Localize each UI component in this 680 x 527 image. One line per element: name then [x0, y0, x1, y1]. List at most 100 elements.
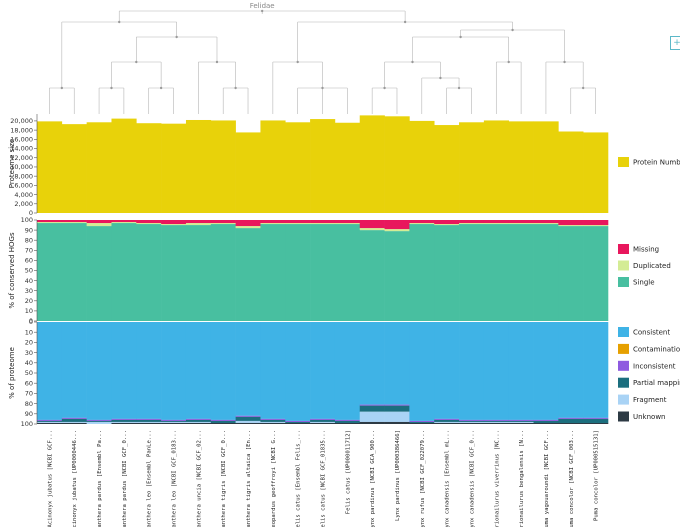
tree-node: [110, 86, 113, 90]
duplicated-bar: [384, 229, 410, 232]
consistent-bar: [37, 322, 63, 420]
proteome-size-panel: 02,0004,0006,0008,00010,00012,00014,0001…: [8, 114, 609, 217]
species-labels: Acinonyx jubatus [NCBI GCF... Acinonyx ju…: [47, 430, 599, 527]
y-tick-label: 20: [25, 339, 33, 347]
inconsistent-bar: [359, 404, 385, 406]
tree-node: [135, 60, 138, 64]
single-bar: [583, 226, 609, 321]
consistent-bar: [533, 322, 559, 420]
consistent-bar: [136, 322, 162, 419]
species-label: Lynx pardinus [NCBI GCA_900...: [370, 430, 376, 527]
fragment-bar: [37, 421, 63, 423]
consistent-bar: [583, 322, 609, 418]
consistent-bar: [161, 322, 187, 420]
consistent-bar: [384, 322, 410, 405]
tree-node: [60, 86, 64, 90]
protein-number-bar: [37, 121, 63, 213]
y-tick-label: 90: [25, 410, 33, 418]
protein-number-bar: [459, 122, 485, 213]
partial-mapping-bar: [136, 419, 162, 422]
partial-mapping-bar: [260, 419, 286, 422]
legend-swatch: [618, 260, 629, 271]
inconsistent-bar: [583, 417, 609, 419]
single-bar: [459, 224, 485, 321]
protein-number-bar: [235, 132, 261, 213]
fragment-bar: [61, 421, 87, 423]
unknown-bar: [459, 422, 485, 424]
consistent-bar: [86, 322, 112, 420]
partial-mapping-bar: [483, 420, 509, 422]
missing-bar: [185, 220, 212, 224]
partial-mapping-bar: [508, 420, 534, 422]
inconsistent-bar: [136, 418, 162, 420]
legend-label: Fragment: [633, 396, 667, 404]
partial-mapping-bar: [558, 418, 584, 423]
duplicated-bar: [359, 228, 385, 231]
species-label: Acinonyx jubatus [UP0000446...: [72, 430, 78, 527]
missing-bar: [459, 220, 485, 224]
species-label: Prionailurus viverrinus [NC...: [494, 430, 500, 527]
tree-node: [457, 86, 461, 90]
unknown-bar: [136, 422, 162, 424]
duplicated-bar: [434, 224, 460, 226]
single-bar: [558, 226, 584, 321]
legend-label: Inconsistent: [633, 362, 676, 370]
species-label: Leopardus geoffroyi [NCBI G...: [271, 430, 277, 527]
fragment-bar: [161, 421, 187, 423]
y-tick-label: 0: [29, 317, 33, 325]
inconsistent-bar: [483, 419, 509, 421]
y-tick-label: 16,000: [10, 136, 33, 144]
consistent-bar: [459, 322, 485, 420]
y-tick-label: 30: [25, 349, 33, 357]
y-tick-label: 4,000: [14, 191, 33, 199]
consistent-bar: [434, 322, 460, 419]
partial-mapping-bar: [185, 419, 212, 422]
species-label: Panthera uncia [NCBI GCF_02...: [196, 430, 202, 527]
inconsistent-bar: [185, 418, 212, 420]
missing-bar: [334, 220, 361, 224]
partial-mapping-bar: [359, 405, 385, 412]
partial-mapping-bar: [583, 418, 609, 423]
duplicated-bar: [210, 223, 236, 225]
inconsistent-bar: [235, 415, 261, 417]
duplicated-bar: [483, 223, 509, 225]
missing-bar: [434, 220, 460, 225]
inconsistent-bar: [260, 418, 286, 420]
single-bar: [533, 224, 559, 321]
duplicated-bar: [334, 223, 361, 225]
legend-label: Contamination: [633, 345, 680, 353]
y-tick-label: 10: [25, 307, 33, 315]
single-bar: [508, 224, 534, 321]
y-tick-label: 8,000: [14, 172, 33, 180]
missing-bar: [86, 220, 112, 224]
proteome-composition-panel: 0 10 20 30 40 50 60 70 80 90 100 % of proteome: [8, 318, 609, 428]
species-label: Panthera pardus [Ensembl Pa...: [97, 430, 103, 527]
y-tick-label: 2,000: [14, 200, 33, 208]
y-tick-label: 20,000: [10, 117, 33, 125]
expand-icon[interactable]: +: [670, 36, 680, 50]
missing-bar: [409, 220, 435, 224]
single-bar: [384, 231, 410, 321]
partial-mapping-bar: [409, 421, 435, 423]
missing-bar: [558, 220, 584, 226]
y-tick-label: 0: [29, 318, 33, 326]
partial-mapping-bar: [310, 419, 336, 422]
single-bar: [136, 224, 162, 321]
single-bar: [161, 225, 187, 321]
species-label: Panthera tigris [NCBI GCF_0...: [221, 430, 227, 527]
tree-node: [321, 86, 324, 90]
species-label: Puma yagouaroundi [NCBI GCF...: [544, 430, 550, 527]
duplicated-bar: [161, 224, 187, 226]
consistent-bar: [210, 322, 236, 420]
y-tick-label: 80: [25, 400, 33, 408]
y-tick-label: 50: [25, 267, 33, 275]
consistent-bar: [409, 322, 435, 421]
single-bar: [111, 223, 137, 321]
fragment-bar: [459, 421, 485, 423]
tree-node: [175, 35, 178, 39]
fragment-bar: [260, 421, 286, 423]
tree-node: [563, 60, 566, 64]
consistent-bar: [111, 322, 137, 419]
missing-bar: [161, 220, 187, 225]
